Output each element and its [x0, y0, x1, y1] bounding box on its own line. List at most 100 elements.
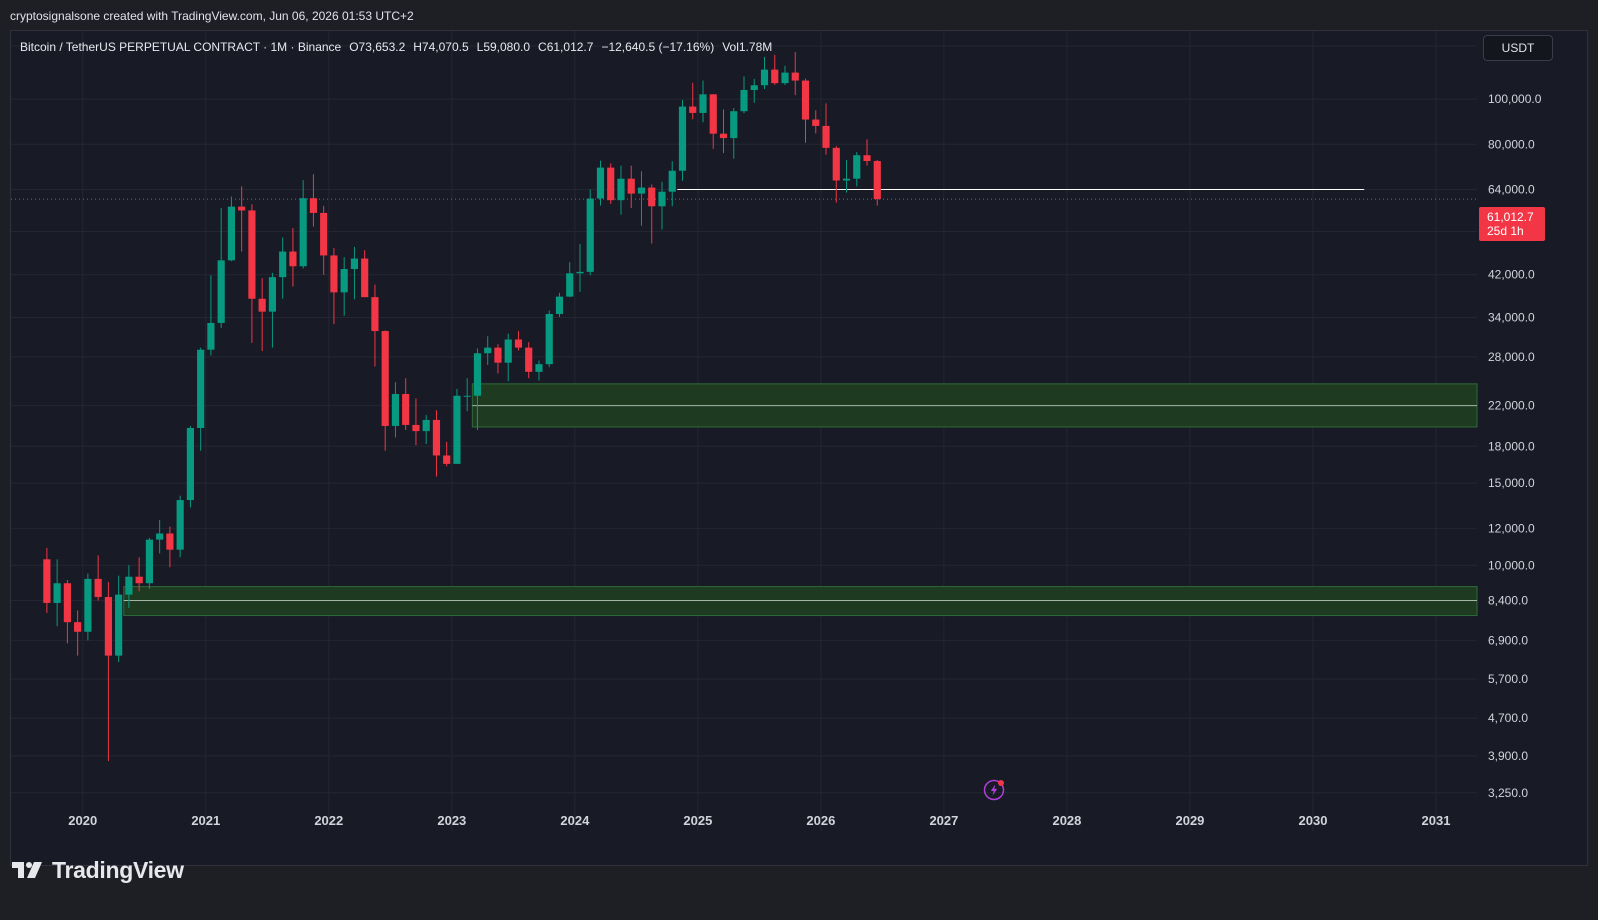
price-axis-label: 4,700.0	[1488, 711, 1528, 725]
chart-panel[interactable]: 130,000.0100,000.080,000.064,000.052,000…	[10, 30, 1588, 866]
candle	[320, 205, 328, 275]
candle	[43, 547, 51, 613]
candle-body	[361, 258, 369, 298]
candle-body	[104, 596, 112, 656]
price-axis-label: 8,400.0	[1488, 594, 1528, 608]
price-axis-label: 22,000.0	[1488, 399, 1535, 413]
candle	[391, 382, 400, 438]
candle	[463, 378, 471, 412]
time-axis-label: 2024	[560, 813, 590, 828]
candle	[248, 204, 256, 343]
candle-body	[699, 94, 707, 113]
candle-body	[320, 212, 328, 256]
tradingview-logo[interactable]: TradingView	[12, 856, 184, 884]
candle	[330, 248, 338, 325]
price-axis-label: 10,000.0	[1488, 558, 1535, 572]
time-axis-label: 2030	[1299, 813, 1328, 828]
time-axis-label: 2028	[1052, 813, 1081, 828]
time-axis-label: 2027	[929, 813, 958, 828]
candle-body	[832, 147, 840, 181]
candle	[525, 342, 533, 379]
candle	[74, 610, 82, 656]
candle-body	[812, 119, 820, 126]
candle	[771, 54, 779, 85]
candle	[197, 347, 205, 451]
candle-body	[473, 353, 482, 396]
candle	[186, 425, 194, 508]
legend-change: −12,640.5 (−17.16%)	[601, 40, 715, 54]
price-axis-label: 34,000.0	[1488, 311, 1535, 325]
candle-body	[709, 94, 717, 134]
candle	[350, 246, 359, 300]
candle-body	[484, 347, 492, 354]
candle	[596, 160, 605, 206]
candle-body	[555, 296, 564, 314]
candle	[812, 110, 820, 134]
candle-body	[299, 198, 307, 267]
candle	[822, 103, 830, 155]
candle-body	[402, 394, 410, 425]
candle	[494, 344, 502, 374]
time-axis-label: 2025	[683, 813, 712, 828]
candle-body	[586, 198, 594, 272]
candle-body	[494, 347, 502, 363]
candle-body	[350, 258, 359, 270]
candle-body	[391, 394, 400, 426]
candle	[299, 180, 307, 269]
candle-body	[84, 578, 92, 632]
candle	[873, 159, 881, 206]
candle	[801, 78, 810, 143]
candle	[53, 559, 61, 627]
candle-body	[145, 539, 153, 584]
candle-body	[863, 155, 871, 162]
candle	[238, 186, 246, 252]
candle	[176, 495, 184, 558]
legend-symbol[interactable]: Bitcoin / TetherUS PERPETUAL CONTRACT · …	[20, 40, 342, 54]
symbol-legend: Bitcoin / TetherUS PERPETUAL CONTRACT · …	[20, 40, 780, 54]
lightning-icon[interactable]	[983, 779, 1005, 801]
candle-body	[648, 187, 656, 207]
candle-body	[371, 297, 379, 332]
candle-body	[576, 271, 584, 274]
candle-body	[637, 187, 646, 194]
candle	[84, 573, 92, 641]
candle-body	[217, 260, 225, 323]
time-axis-label: 2021	[191, 813, 220, 828]
price-chart[interactable]: 130,000.0100,000.080,000.064,000.052,000…	[11, 31, 1587, 865]
candle	[443, 441, 451, 467]
candle	[504, 333, 512, 382]
legend-volume: Vol1.78M	[722, 40, 773, 54]
candle-body	[381, 331, 389, 426]
tradingview-mark-icon	[12, 862, 42, 878]
currency-selector-button[interactable]: USDT	[1483, 35, 1553, 61]
legend-close: C61,012.7	[538, 40, 594, 54]
price-axis-label: 80,000.0	[1488, 137, 1535, 151]
candle	[268, 272, 277, 348]
candle	[689, 82, 697, 120]
candle-body	[596, 167, 605, 199]
candle-body	[340, 269, 348, 293]
candle	[760, 56, 769, 90]
candle-body	[566, 273, 574, 297]
price-axis-label: 64,000.0	[1488, 182, 1535, 196]
time-axis-label: 2020	[68, 813, 97, 828]
candle	[217, 208, 225, 328]
price-axis-label: 5,700.0	[1488, 672, 1528, 686]
candle	[791, 52, 799, 96]
candle-body	[504, 339, 512, 363]
candle-body	[760, 69, 769, 86]
candle-body	[617, 178, 625, 201]
price-axis-label: 100,000.0	[1488, 92, 1542, 106]
candle	[279, 237, 287, 299]
candle	[678, 99, 687, 181]
candle-body	[309, 198, 318, 213]
time-axis-label: 2026	[806, 813, 835, 828]
candle-body	[443, 455, 451, 464]
candle	[207, 275, 215, 356]
candle	[125, 565, 133, 608]
candle-body	[53, 583, 61, 603]
candle	[361, 250, 369, 298]
candle	[627, 165, 635, 209]
time-axis-label: 2022	[314, 813, 343, 828]
candle	[412, 398, 420, 446]
